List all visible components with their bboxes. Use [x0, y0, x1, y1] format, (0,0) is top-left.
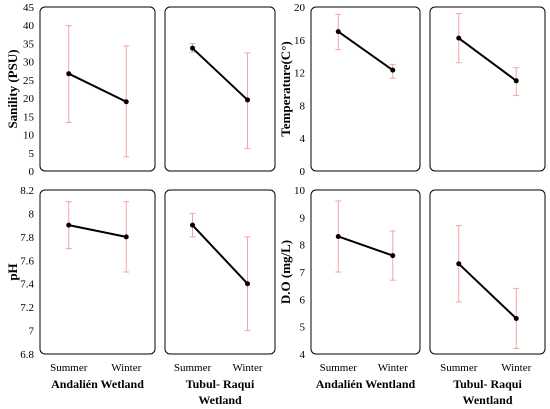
y-tick-label: 6: [300, 294, 306, 306]
data-point: [390, 67, 396, 73]
series-line: [68, 224, 127, 238]
data-point: [66, 71, 72, 77]
data-point: [123, 234, 129, 240]
group-label-line: Andalién Wetland: [51, 377, 144, 391]
chart-group-2: 6.8 7 7.2 7.4 7.6 7.8 8 8.2 pH Summer Winter Andali…: [5, 185, 276, 407]
y-tick-label: 7.6: [20, 255, 34, 267]
panel-frame: [429, 189, 546, 355]
x-tick-label: Winter: [232, 362, 262, 374]
y-tick-label: 8: [300, 100, 306, 112]
group-label: Tubul- Raqui Wetland: [186, 377, 255, 407]
panel-frame: [164, 189, 276, 355]
data-point: [335, 233, 341, 239]
series-line: [458, 37, 517, 82]
x-tick-label: Summer: [50, 362, 88, 374]
y-axis-label: pH: [5, 263, 20, 280]
y-tick-label: 15: [23, 111, 35, 123]
y-tick-label: 8: [300, 240, 306, 252]
group-label: Andalién Wetland: [51, 377, 144, 391]
series-line: [337, 235, 394, 257]
y-tick-label: 6.8: [20, 349, 34, 361]
y-tick-label: 7.4: [20, 279, 34, 291]
x-tick-label: Winter: [111, 362, 141, 374]
panel-frame: [429, 6, 546, 172]
y-tick-label: 35: [23, 38, 35, 50]
panel-0-1: [164, 6, 276, 172]
panel-frame: [39, 6, 156, 172]
y-tick-label: 7: [29, 326, 35, 338]
group-label-line: Wentland: [462, 393, 512, 407]
series-line: [68, 72, 127, 103]
data-point: [190, 45, 195, 51]
y-tick-label: 30: [23, 57, 35, 69]
data-point: [456, 35, 462, 41]
x-tick-label: Summer: [440, 362, 478, 374]
data-point: [245, 97, 250, 103]
panel-2-1: Summer Winter Tubul- Raqui Wetland: [164, 189, 276, 407]
y-tick-label: 0: [29, 166, 35, 178]
group-label-line: Tubul- Raqui: [186, 377, 255, 391]
x-tick-label: Winter: [378, 362, 408, 374]
y-axis-label: Temperature(C°): [278, 41, 293, 136]
y-tick-label: 8.2: [20, 185, 34, 197]
y-tick-label: 0: [300, 166, 306, 178]
chart-group-3: 4 5 6 7 8 9 10 D.O (mg/L) Summer Winter Andalién W…: [278, 185, 546, 407]
series-line: [191, 224, 249, 285]
panel-1-0: [310, 6, 421, 172]
panel-frame: [164, 6, 276, 172]
series-line: [191, 47, 249, 101]
x-tick-label: Winter: [501, 362, 531, 374]
y-tick-label: 20: [294, 2, 306, 14]
y-tick-label: 10: [23, 130, 35, 142]
y-tick-label: 4: [300, 349, 306, 361]
y-tick-label: 8: [29, 208, 35, 220]
data-point: [66, 222, 72, 228]
panel-1-1: [429, 6, 546, 172]
chart-group-0: 0 5 10 15 20 25 30 35 40 45 Sanility (PSU): [5, 2, 276, 178]
y-tick-label: 12: [294, 68, 305, 80]
panel-frame: [39, 189, 156, 355]
y-tick-label: 40: [23, 20, 35, 32]
y-tick-label: 16: [294, 35, 306, 47]
data-point: [513, 78, 519, 84]
y-tick-label: 10: [294, 185, 306, 197]
group-label-line: Tubul- Raqui: [453, 377, 522, 391]
series-line: [458, 263, 517, 320]
group-label-line: Andalién Wentland: [316, 377, 416, 391]
y-axis-label: Sanility (PSU): [5, 49, 20, 128]
y-tick-label: 7.8: [20, 232, 34, 244]
panel-3-1: Summer Winter Tubul- Raqui Wentland: [429, 189, 546, 407]
y-tick-label: 7.2: [20, 302, 34, 314]
y-tick-label: 9: [300, 212, 306, 224]
y-tick-label: 25: [23, 75, 35, 87]
panel-3-0: Summer Winter Andalién Wentland: [310, 189, 421, 391]
panel-frame: [310, 6, 421, 172]
y-tick-label: 4: [300, 133, 306, 145]
chart-group-1: 0 4 8 12 16 20 Temperature(C°): [278, 2, 546, 178]
y-tick-label: 7: [300, 267, 306, 279]
x-tick-label: Summer: [174, 362, 212, 374]
y-tick-label: 5: [300, 322, 306, 334]
data-point: [513, 315, 519, 321]
group-label: Tubul- Raqui Wentland: [453, 377, 522, 407]
group-label: Andalién Wentland: [316, 377, 416, 391]
data-point: [456, 261, 462, 267]
series-line: [337, 30, 394, 71]
y-tick-label: 45: [23, 2, 35, 14]
y-tick-label: 20: [23, 93, 35, 105]
panel-0-0: [39, 6, 156, 172]
data-point: [245, 281, 250, 287]
data-point: [335, 29, 341, 35]
panel-frame: [310, 189, 421, 355]
data-point: [390, 253, 396, 259]
data-point: [190, 222, 195, 228]
y-axis-label: D.O (mg/L): [278, 240, 293, 304]
group-label-line: Wetland: [198, 393, 242, 407]
x-tick-label: Summer: [320, 362, 358, 374]
y-tick-label: 5: [29, 148, 35, 160]
data-point: [123, 99, 129, 105]
panel-2-0: Summer Winter Andalién Wetland: [39, 189, 156, 391]
